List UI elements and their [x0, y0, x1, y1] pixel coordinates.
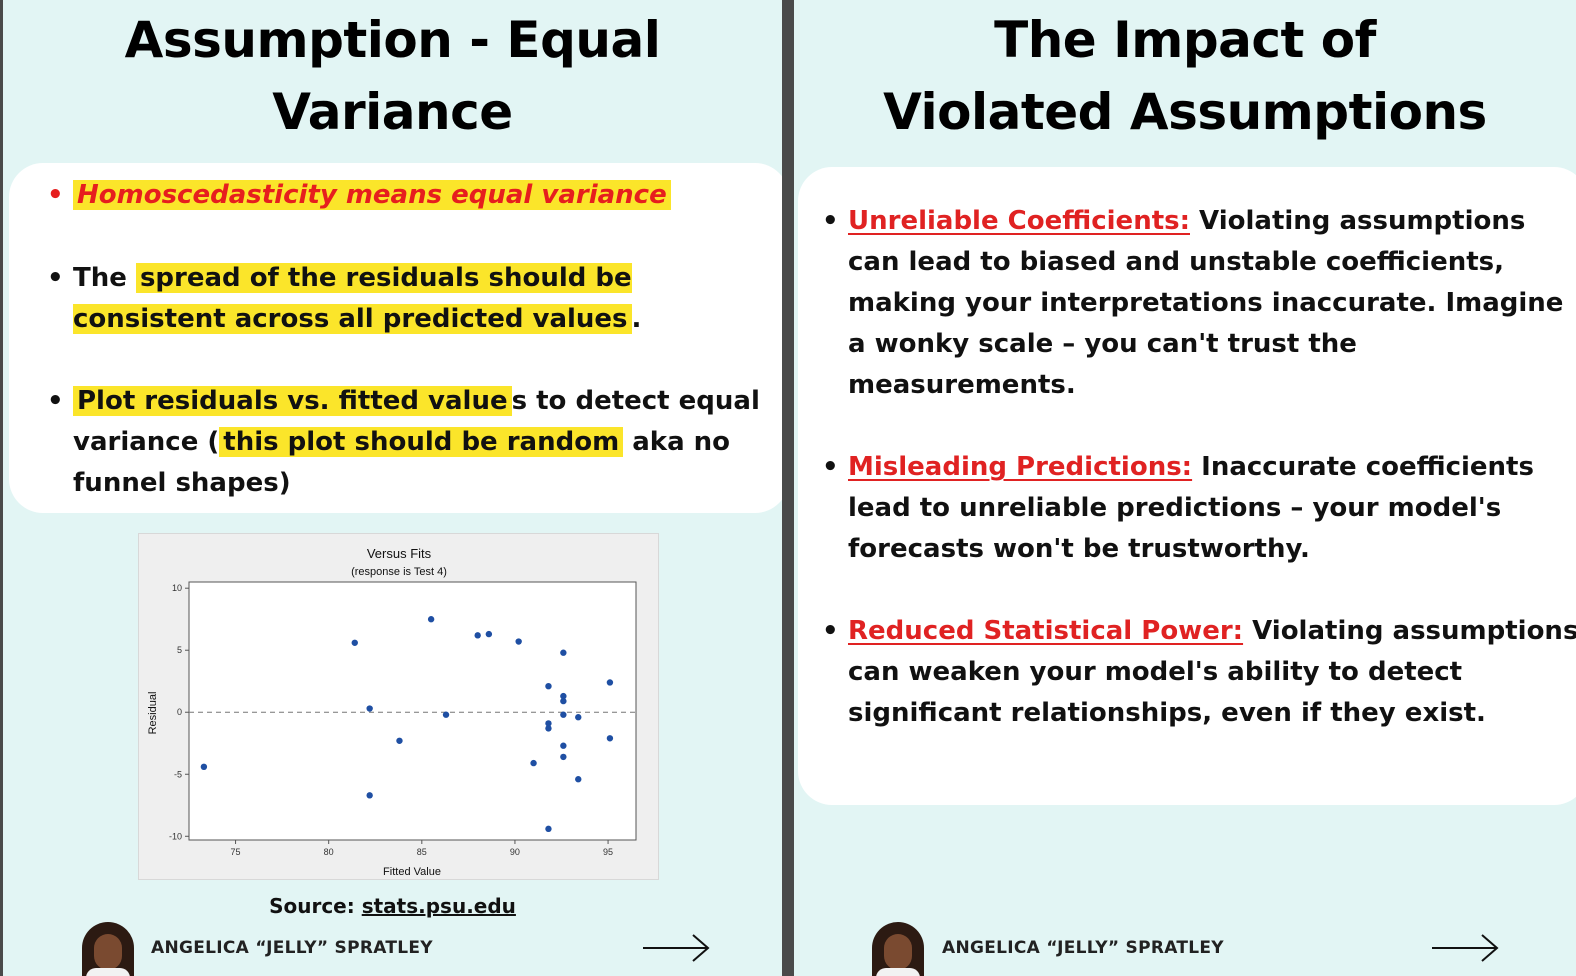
data-point	[560, 742, 567, 749]
bullet-text-post: .	[631, 304, 642, 334]
x-axis-label: Fitted Value	[383, 866, 441, 878]
bullet-text: Violating assumptions can lead to biased…	[848, 206, 1564, 400]
residuals-vs-fits-plot: Versus Fits (response is Test 4) 10 5 0 -5 -…	[138, 533, 659, 880]
data-point	[427, 616, 435, 623]
y-tick-label: 10	[172, 583, 182, 593]
bullet-homoscedasticity: • Homoscedasticity means equal variance	[47, 175, 782, 216]
data-point	[545, 725, 552, 732]
bullet-unreliable-coefficients: • Unreliable Coefficients: Violating assu…	[822, 201, 1576, 406]
data-point	[560, 692, 567, 700]
data-point	[351, 639, 358, 646]
y-tick-label: 0	[177, 707, 182, 717]
right-arrow-icon[interactable]	[641, 930, 711, 966]
bullet-term: Misleading Predictions:	[848, 452, 1193, 482]
bullet-text-mid: s to detect equal variance (	[73, 386, 760, 457]
x-tick-label: 80	[324, 847, 334, 857]
bullet-text-highlight-1: Plot residuals vs. fitted value	[73, 386, 512, 416]
bullet-term: Reduced Statistical Power:	[848, 616, 1244, 646]
data-point	[575, 714, 582, 721]
data-point	[560, 697, 567, 705]
x-tick-label: 85	[417, 847, 427, 857]
x-tick-label: 90	[510, 847, 520, 857]
data-point	[606, 735, 614, 742]
avatar-photo	[82, 922, 134, 976]
bullet-dot: •	[47, 180, 64, 210]
bullet-text-post: aka no funnel shapes)	[73, 427, 731, 498]
bullet-text: Homoscedasticity means equal variance	[73, 180, 671, 210]
data-point	[366, 792, 373, 799]
bullet-text: Inaccurate coefficients lead to unreliab…	[848, 452, 1534, 564]
bullet-dot: •	[47, 386, 64, 416]
data-point	[606, 679, 614, 686]
data-point	[560, 711, 567, 718]
slide-title: The Impact of Violated Assumptions	[883, 11, 1487, 141]
plot-area	[188, 581, 637, 841]
bullet-card: • Unreliable Coefficients: Violating assu…	[798, 167, 1576, 805]
data-point	[575, 776, 582, 783]
bullet-card: • Homoscedasticity means equal variance •…	[9, 163, 782, 513]
data-point	[545, 825, 552, 833]
bullet-text-pre: The	[73, 263, 136, 293]
avatar-photo	[872, 922, 924, 976]
slide-title: Assumption - Equal Variance	[124, 11, 661, 141]
x-tick-label: 75	[231, 847, 241, 857]
y-tick-label: -10	[169, 831, 182, 841]
bullet-spread: • The spread of the residuals should be c…	[47, 258, 782, 340]
y-tick-label: 5	[177, 645, 182, 655]
source-label: Source:	[269, 894, 355, 918]
data-point	[515, 638, 522, 645]
bullet-misleading-predictions: • Misleading Predictions: Inaccurate coef…	[822, 447, 1576, 570]
bullet-text-highlight-2: this plot should be random	[219, 427, 624, 457]
source-citation: Source: stats.psu.edu	[3, 894, 782, 918]
data-point	[442, 711, 450, 718]
data-point	[366, 705, 373, 712]
data-point	[560, 753, 567, 761]
bullet-reduced-power: • Reduced Statistical Power: Violating as…	[822, 611, 1576, 734]
bullet-term: Unreliable Coefficients:	[848, 206, 1190, 236]
slide-violated-assumptions: The Impact of Violated Assumptions • Unre…	[794, 0, 1576, 976]
chart-subtitle: (response is Test 4)	[351, 566, 447, 578]
bullet-text-highlight: spread of the residuals should be consis…	[73, 263, 632, 334]
x-tick-label: 95	[603, 847, 613, 857]
bullet-dot: •	[822, 452, 839, 482]
bullet-dot: •	[822, 206, 839, 236]
bullet-plot-residuals: • Plot residuals vs. fitted value s to det…	[47, 381, 782, 504]
bullet-text: Violating assumptions can weaken your mo…	[848, 616, 1576, 728]
author-name: ANGELICA “JELLY” SPRATLEY	[942, 938, 1224, 958]
chart-title: Versus Fits	[367, 546, 432, 561]
data-point	[485, 630, 493, 638]
scatter-chart: Versus Fits (response is Test 4) 10 5 0 -5 -…	[147, 546, 637, 878]
bullet-dot: •	[47, 263, 64, 293]
right-arrow-icon[interactable]	[1430, 930, 1500, 966]
bullet-dot: •	[822, 616, 839, 646]
data-point	[396, 737, 403, 744]
data-point	[530, 759, 537, 767]
slide-equal-variance: Assumption - Equal Variance • Homoscedast…	[3, 0, 782, 976]
author-name: ANGELICA “JELLY” SPRATLEY	[151, 938, 433, 958]
data-point	[200, 763, 208, 771]
data-point	[545, 682, 552, 690]
data-point	[474, 632, 481, 639]
data-point	[545, 720, 552, 727]
source-link[interactable]: stats.psu.edu	[361, 894, 516, 918]
y-axis-label: Residual	[147, 692, 159, 735]
y-tick-label: -5	[174, 769, 182, 779]
data-point	[560, 649, 567, 656]
